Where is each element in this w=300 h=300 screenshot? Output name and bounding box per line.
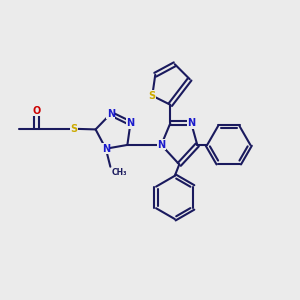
Text: N: N <box>157 140 165 150</box>
Text: CH₃: CH₃ <box>112 168 127 177</box>
Text: S: S <box>70 124 77 134</box>
Text: S: S <box>149 91 156 101</box>
Text: N: N <box>107 109 115 119</box>
Text: N: N <box>187 118 195 128</box>
Text: O: O <box>32 106 40 116</box>
Text: N: N <box>102 144 110 154</box>
Text: N: N <box>126 118 134 128</box>
